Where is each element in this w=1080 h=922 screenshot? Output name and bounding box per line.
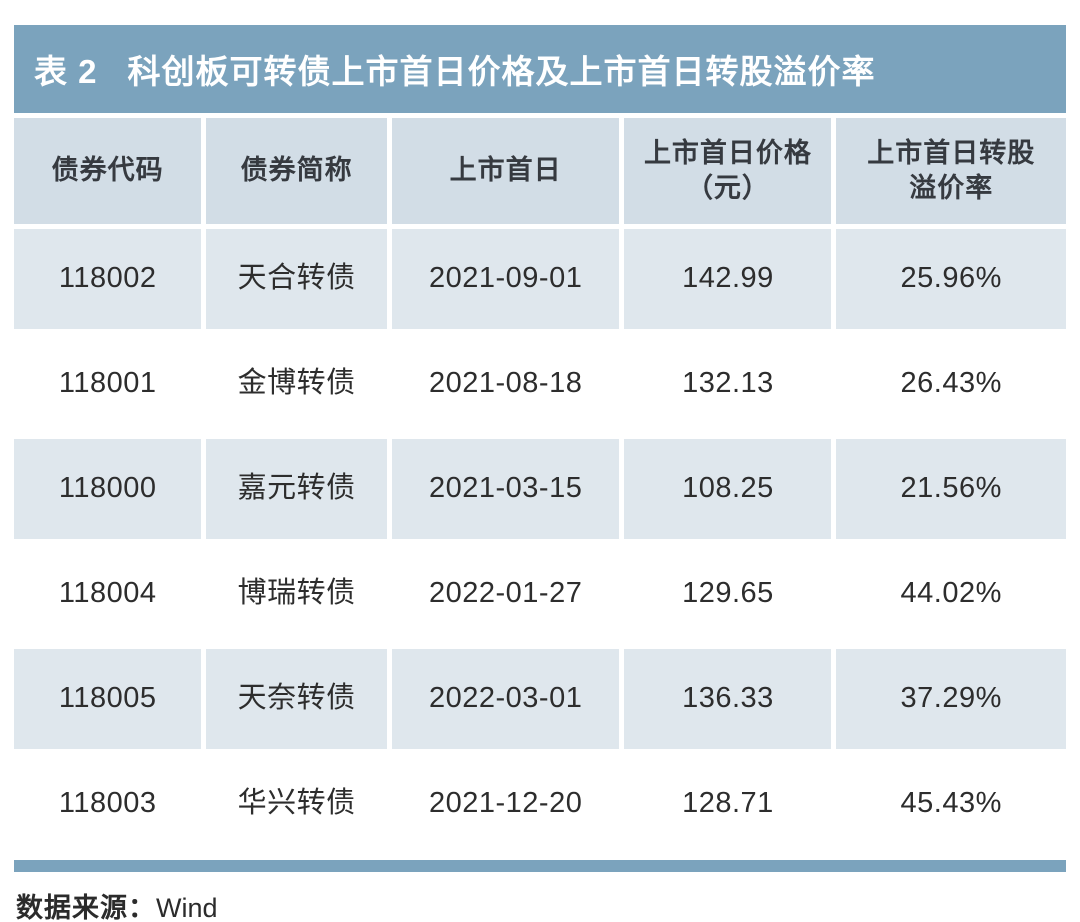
cell-first-day-price: 129.65 (624, 544, 832, 644)
cell-listing-date: 2022-01-27 (391, 544, 620, 644)
cell-listing-date: 2021-12-20 (391, 754, 620, 854)
cell-premium-rate: 21.56% (836, 439, 1066, 539)
bond-table: 债券代码 债券简称 上市首日 上市首日价格 （元） 上市首日转股 溢价率 11800… (14, 118, 1066, 854)
cell-bond-name: 天合转债 (206, 229, 387, 329)
table-number: 表 2 (34, 53, 98, 90)
cell-bond-name: 博瑞转债 (206, 544, 387, 644)
cell-bond-name: 天奈转债 (206, 649, 387, 749)
column-header-premium-rate: 上市首日转股 溢价率 (836, 118, 1066, 224)
column-header-first-day-price: 上市首日价格 （元） (624, 118, 832, 224)
cell-premium-rate: 37.29% (836, 649, 1066, 749)
cell-listing-date: 2021-03-15 (391, 439, 620, 539)
cell-bond-name: 金博转债 (206, 334, 387, 434)
cell-first-day-price: 108.25 (624, 439, 832, 539)
table-title-bar: 表 2 科创板可转债上市首日价格及上市首日转股溢价率 (14, 25, 1066, 113)
cell-premium-rate: 44.02% (836, 544, 1066, 644)
cell-first-day-price: 132.13 (624, 334, 832, 434)
cell-bond-name: 嘉元转债 (206, 439, 387, 539)
table-title: 科创板可转债上市首日价格及上市首日转股溢价率 (127, 53, 876, 90)
cell-listing-date: 2021-08-18 (391, 334, 620, 434)
cell-premium-rate: 25.96% (836, 229, 1066, 329)
column-header-bond-name: 债券简称 (206, 118, 387, 224)
cell-bond-code: 118002 (14, 229, 202, 329)
cell-premium-rate: 26.43% (836, 334, 1066, 434)
table-figure: 表 2 科创板可转债上市首日价格及上市首日转股溢价率 债券代码 债券简称 上市首… (14, 25, 1066, 922)
cell-listing-date: 2022-03-01 (391, 649, 620, 749)
table-bottom-rule (14, 860, 1066, 872)
data-source-value: Wind (156, 893, 218, 922)
cell-bond-code: 118000 (14, 439, 202, 539)
cell-bond-code: 118005 (14, 649, 202, 749)
cell-bond-code: 118001 (14, 334, 202, 434)
cell-first-day-price: 136.33 (624, 649, 832, 749)
cell-first-day-price: 142.99 (624, 229, 832, 329)
data-source-label: 数据来源： (16, 893, 156, 922)
cell-bond-code: 118003 (14, 754, 202, 854)
column-header-listing-date: 上市首日 (391, 118, 620, 224)
cell-first-day-price: 128.71 (624, 754, 832, 854)
data-source: 数据来源：Wind (14, 886, 1066, 922)
cell-bond-code: 118004 (14, 544, 202, 644)
cell-bond-name: 华兴转债 (206, 754, 387, 854)
column-header-bond-code: 债券代码 (14, 118, 202, 224)
cell-premium-rate: 45.43% (836, 754, 1066, 854)
cell-listing-date: 2021-09-01 (391, 229, 620, 329)
